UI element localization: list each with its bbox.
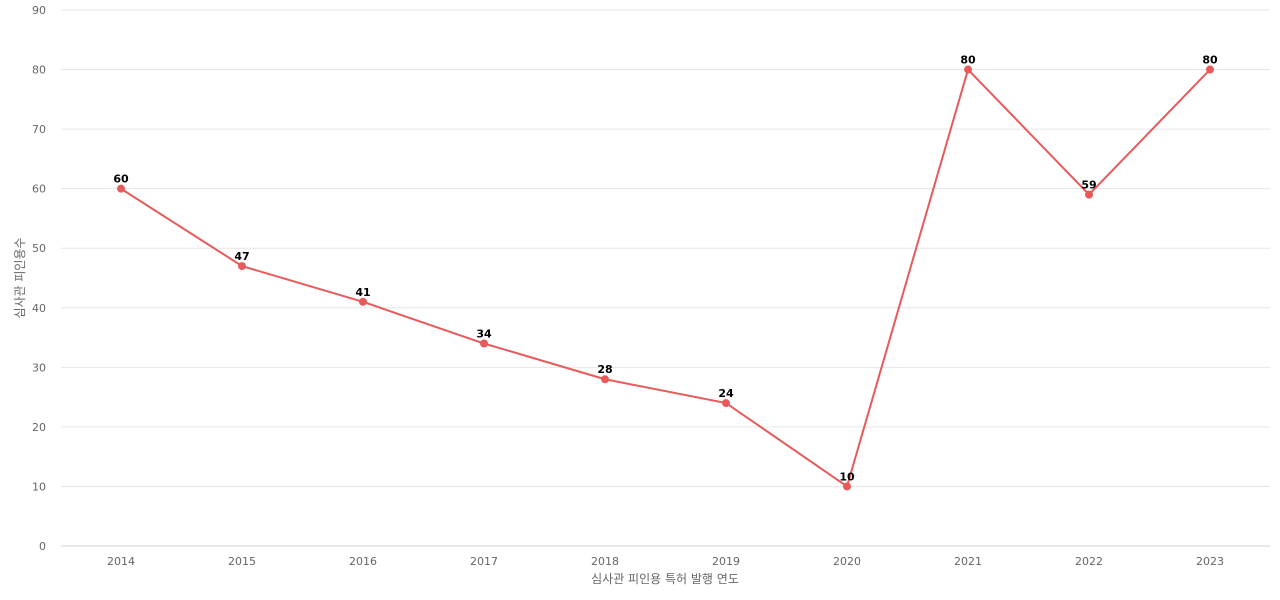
y-tick-label: 0 <box>39 540 46 553</box>
data-label: 28 <box>597 363 612 376</box>
data-point[interactable] <box>480 339 488 348</box>
data-point[interactable] <box>964 65 972 74</box>
data-point[interactable] <box>117 184 125 193</box>
x-axis-ticks: 2014 2015 2016 2017 2018 2019 2020 2021 2022 2023 <box>107 555 1224 568</box>
x-tick-label: 2023 <box>1196 555 1224 568</box>
x-tick-label: 2019 <box>712 555 740 568</box>
y-axis-title: 심사관 피인용수 <box>13 237 27 318</box>
data-point[interactable] <box>601 375 609 384</box>
x-tick-label: 2022 <box>1075 555 1103 568</box>
data-point[interactable] <box>1206 65 1214 74</box>
y-tick-label: 30 <box>32 361 46 374</box>
y-tick-label: 90 <box>32 4 46 17</box>
y-tick-label: 40 <box>32 302 46 315</box>
data-point[interactable] <box>843 482 851 491</box>
x-tick-label: 2014 <box>107 555 135 568</box>
series-line <box>120 67 1211 489</box>
data-point[interactable] <box>722 399 730 408</box>
data-label: 60 <box>113 173 129 186</box>
y-tick-label: 50 <box>32 242 46 255</box>
x-tick-label: 2020 <box>833 555 861 568</box>
data-label: 34 <box>476 328 492 341</box>
x-tick-label: 2016 <box>349 555 377 568</box>
x-tick-label: 2015 <box>228 555 256 568</box>
data-label: 10 <box>839 470 855 483</box>
y-axis-ticks: 0 10 20 30 40 50 60 70 80 90 <box>32 4 46 553</box>
y-tick-label: 10 <box>32 480 46 493</box>
data-label: 59 <box>1081 179 1096 192</box>
series-points <box>117 65 1214 491</box>
data-point[interactable] <box>238 262 246 271</box>
x-tick-label: 2018 <box>591 555 619 568</box>
x-axis-title: 심사관 피인용 특허 발행 연도 <box>591 571 739 586</box>
data-label: 80 <box>1202 54 1218 67</box>
y-tick-label: 80 <box>32 64 46 77</box>
x-tick-label: 2017 <box>470 555 498 568</box>
x-tick-label: 2021 <box>954 555 982 568</box>
data-label: 47 <box>234 250 249 263</box>
data-label: 80 <box>960 54 976 67</box>
y-tick-label: 60 <box>32 183 46 196</box>
y-tick-label: 70 <box>32 123 46 136</box>
data-labels: 60 47 41 34 28 24 10 80 59 80 <box>113 54 1218 484</box>
y-tick-label: 20 <box>32 421 46 434</box>
data-label: 41 <box>355 286 370 299</box>
data-point[interactable] <box>1085 190 1093 199</box>
data-label: 24 <box>718 387 734 400</box>
data-point[interactable] <box>359 297 367 306</box>
gridlines <box>61 9 1270 547</box>
